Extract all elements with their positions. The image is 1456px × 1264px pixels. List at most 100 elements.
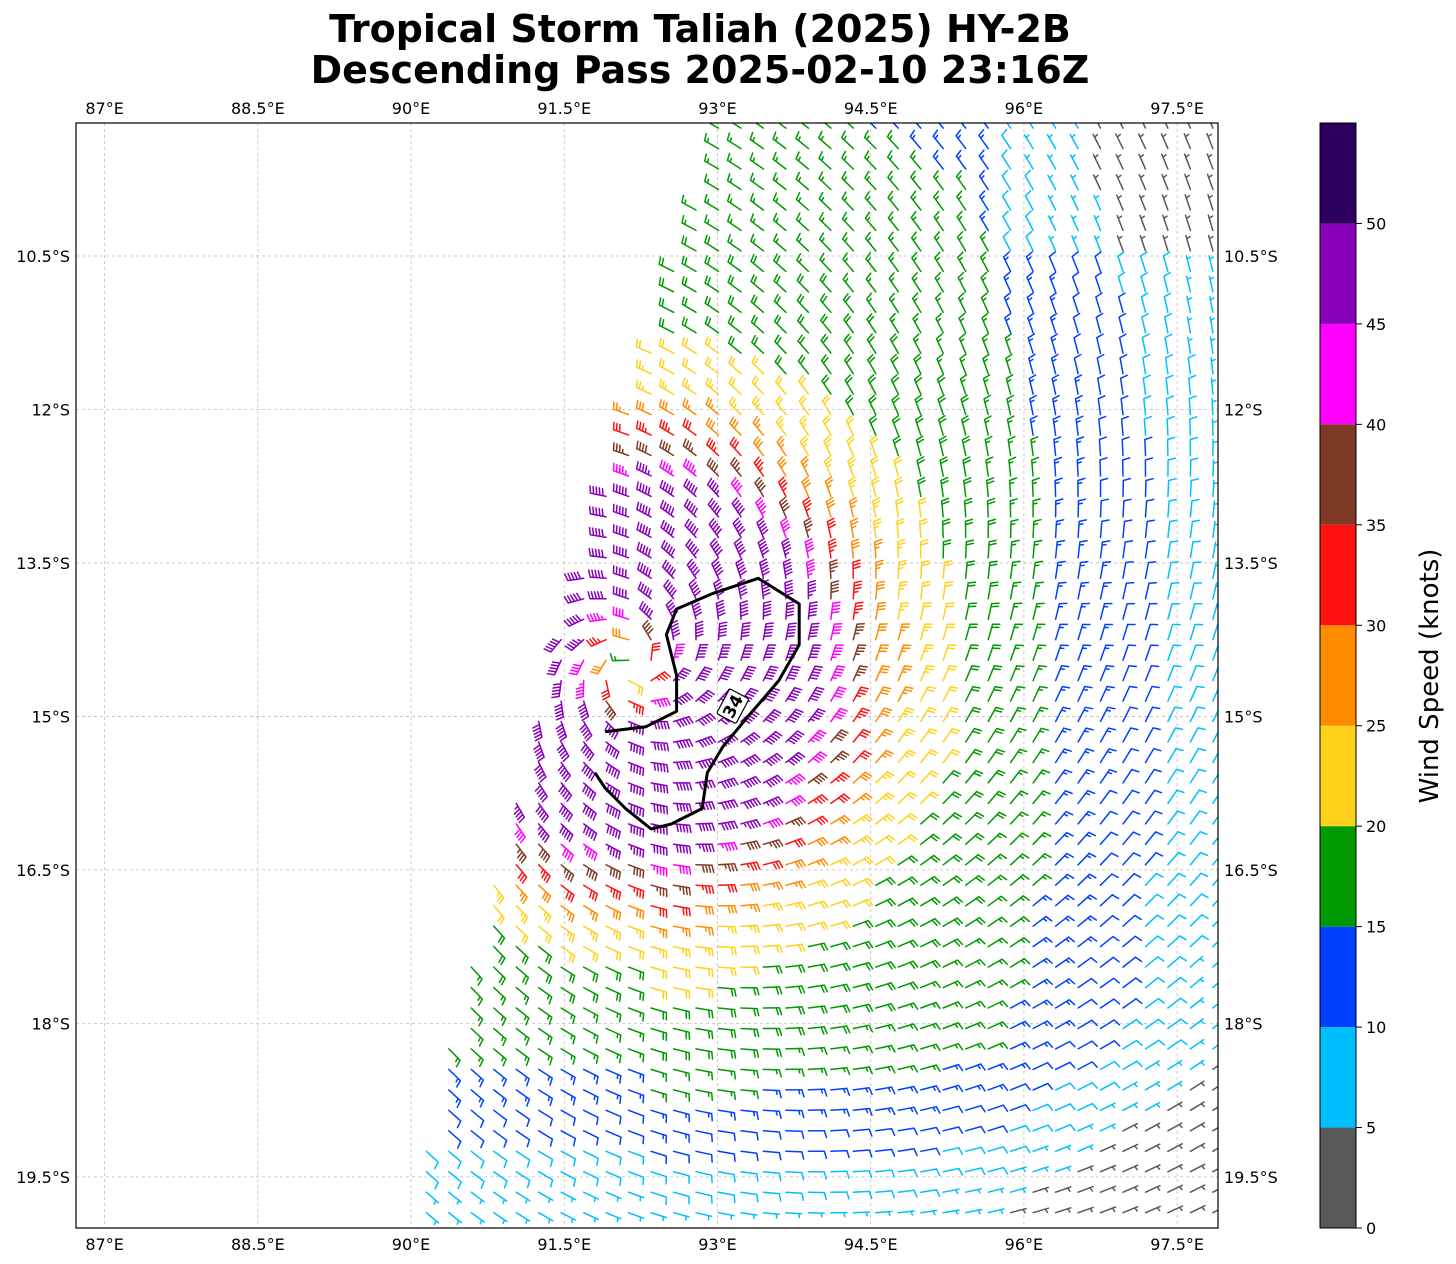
wind-barb (515, 1211, 531, 1224)
wind-barb (1077, 498, 1087, 518)
wind-barb (762, 665, 779, 682)
wind-barb (1073, 333, 1081, 354)
wind-barb (1009, 874, 1030, 886)
wind-barb (582, 1170, 599, 1187)
wind-barb (1069, 154, 1079, 170)
wind-barb (1032, 581, 1045, 600)
wind-barb (830, 1108, 851, 1117)
wind-barb (534, 782, 548, 803)
wind-barb (913, 374, 923, 395)
wind-barb (448, 1068, 462, 1088)
wind-barb (612, 524, 630, 539)
colorbar-segment (1320, 1127, 1356, 1228)
wind-barb (1144, 852, 1164, 866)
wind-barb (820, 313, 832, 334)
wind-barb (1077, 685, 1093, 702)
wind-barb (1144, 789, 1163, 805)
wind-barb (875, 1065, 896, 1074)
wind-barb (955, 129, 967, 150)
wind-barb (1054, 706, 1071, 723)
wind-barb (964, 1063, 986, 1071)
wind-barb (709, 538, 723, 559)
wind-barb (717, 1109, 736, 1121)
wind-barb (1122, 768, 1140, 784)
wind-barb (762, 1048, 783, 1058)
wind-barb (1032, 832, 1052, 846)
wind-barb (1099, 1019, 1121, 1030)
wind-barb (895, 497, 904, 518)
wind-barb (964, 979, 986, 989)
wind-barb (1047, 194, 1057, 211)
wind-barb (888, 272, 900, 293)
wind-barb (658, 256, 675, 273)
wind-barb (912, 333, 922, 354)
wind-barb (1032, 1186, 1050, 1193)
colorbar-label: Wind Speed (knots) (1415, 549, 1445, 804)
colorbar-tick-label: 35 (1366, 516, 1386, 535)
wind-barb (560, 1170, 577, 1188)
wind-barb (740, 903, 761, 913)
wind-barb (830, 1129, 850, 1138)
wind-barb (582, 782, 597, 801)
wind-barb (807, 815, 829, 826)
wind-barb (448, 1191, 463, 1205)
wind-barb (1099, 768, 1118, 784)
wind-barb (1099, 623, 1114, 641)
colorbar-segment (1320, 424, 1356, 525)
wind-barb (1054, 748, 1072, 764)
wind-barb (695, 1007, 714, 1019)
colorbar-segment (1320, 123, 1356, 224)
wind-barb (920, 938, 941, 948)
wind-barb (1144, 581, 1158, 600)
wind-barb (852, 623, 866, 641)
wind-barb (964, 706, 982, 723)
wind-barb (1144, 685, 1160, 702)
wind-barb (1074, 374, 1083, 395)
wind-barb (717, 904, 738, 914)
wind-barb (534, 761, 547, 783)
wind-barb (1032, 498, 1041, 518)
wind-barb (695, 1130, 713, 1143)
wind-barb (886, 150, 900, 170)
wind-barb (1116, 214, 1124, 232)
wind-barb (1183, 153, 1192, 170)
wind-barb (772, 192, 787, 211)
wind-barb (1122, 873, 1142, 886)
wind-barb (1122, 685, 1138, 702)
wind-barb (897, 749, 916, 764)
wind-barb (1144, 997, 1165, 1009)
wind-barb (1099, 727, 1117, 743)
wind-barb (1002, 251, 1012, 273)
wind-barb (1009, 957, 1031, 968)
wind-barb (1208, 255, 1214, 273)
wind-barb (703, 132, 720, 150)
wind-barb (1117, 292, 1126, 314)
wind-barb (1212, 794, 1218, 805)
wind-barb (852, 1066, 873, 1075)
wind-barb (1099, 519, 1110, 539)
wind-barb (1077, 1206, 1094, 1214)
wind-barb (658, 276, 675, 293)
wind-barb (762, 986, 783, 995)
wind-barb (1009, 727, 1027, 743)
wind-barb (1054, 1207, 1072, 1214)
wind-barb (875, 1044, 896, 1053)
wind-barb (470, 1109, 485, 1128)
wind-barb (795, 151, 810, 170)
wind-barb (1099, 810, 1118, 825)
wind-barb (1024, 154, 1034, 170)
wind-barb (942, 770, 962, 784)
wind-barb (672, 966, 691, 979)
wind-barb (493, 1109, 508, 1128)
wind-barb (493, 966, 506, 986)
wind-barb (819, 293, 832, 314)
wind-barb (515, 1130, 531, 1148)
wind-barb (864, 191, 877, 211)
wind-barb (704, 255, 720, 273)
wind-barb (588, 526, 607, 539)
wind-barb (955, 169, 967, 191)
wind-barb (560, 1191, 577, 1203)
wind-barb (824, 476, 834, 498)
wind-barb (717, 644, 732, 661)
wind-barb (1093, 194, 1102, 211)
